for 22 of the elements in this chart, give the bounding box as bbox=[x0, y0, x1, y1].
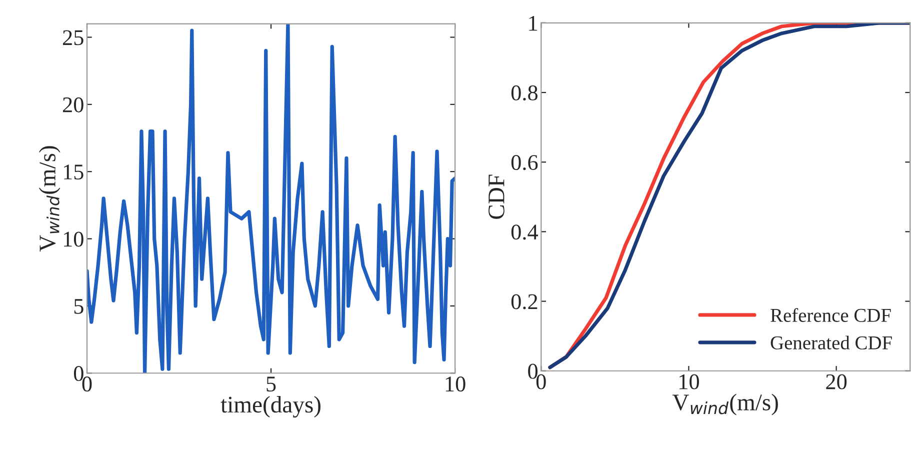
y-tick-label: 0.2 bbox=[511, 294, 538, 310]
legend-label: Reference CDF bbox=[770, 308, 891, 322]
y-tick-label: 0.6 bbox=[511, 155, 538, 170]
x-tick-label: 10 bbox=[446, 376, 466, 392]
x-tick-label: 5 bbox=[266, 376, 276, 392]
y-tick-label: 25 bbox=[62, 30, 84, 46]
x-axis-title: time(days) bbox=[220, 396, 320, 418]
y-tick-label: 1 bbox=[529, 16, 538, 31]
y-tick-label: 0.8 bbox=[511, 85, 538, 101]
line-series bbox=[87, 24, 456, 374]
x-tick-label: 10 bbox=[680, 374, 699, 390]
x-tick-label: 20 bbox=[826, 374, 847, 390]
legend-label: Generated CDF bbox=[770, 336, 892, 350]
x-axis-title: V$_{wind}$(m/s) bbox=[672, 394, 778, 416]
y-axis-title: CDF bbox=[488, 174, 504, 219]
y-tick-label: 0 bbox=[528, 364, 538, 379]
y-tick-label: 5 bbox=[74, 299, 84, 314]
y-tick-label: 15 bbox=[64, 164, 84, 180]
y-axis-title: V$_{wind}$(m/s) bbox=[38, 146, 60, 252]
y-tick-label: 10 bbox=[64, 232, 84, 247]
y-tick-label: 0.4 bbox=[511, 224, 538, 240]
y-tick-label: 20 bbox=[62, 97, 84, 112]
